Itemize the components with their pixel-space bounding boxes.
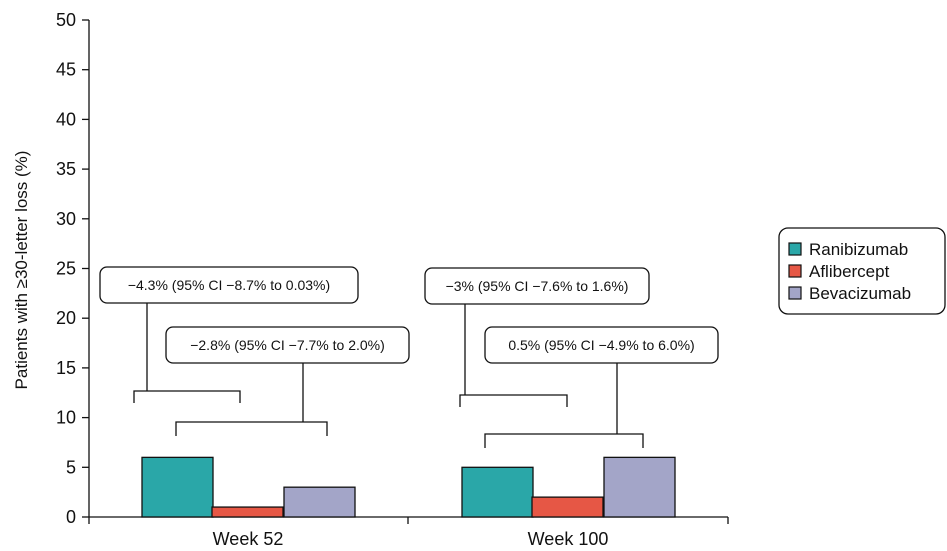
- y-tick-label: 0: [66, 507, 76, 527]
- y-tick-label: 40: [56, 109, 76, 129]
- bar-aflibercept-week-52: [211, 506, 284, 518]
- comparison-bracket: [133, 390, 241, 403]
- comparison-bracket: [459, 394, 568, 407]
- legend-swatch-bevacizumab: [788, 286, 802, 300]
- legend-label-aflibercept: Aflibercept: [809, 262, 890, 281]
- comparison-annotation: −2.8% (95% CI −7.7% to 2.0%): [165, 326, 410, 436]
- comparison-annotation: 0.5% (95% CI −4.9% to 6.0%): [484, 326, 719, 448]
- y-tick-label: 45: [56, 60, 76, 80]
- legend-swatch-ranibizumab: [788, 242, 802, 256]
- bar-bevacizumab-week-52: [283, 486, 356, 518]
- comparison-bracket: [175, 421, 328, 436]
- bar-bevacizumab-week-100: [603, 456, 676, 518]
- legend-label-ranibizumab: Ranibizumab: [809, 240, 908, 259]
- comparison-label-text: −3% (95% CI −7.6% to 1.6%): [446, 278, 629, 294]
- legend-box: [778, 227, 946, 315]
- y-tick-label: 25: [56, 259, 76, 279]
- bar-ranibizumab-week-100: [461, 466, 534, 518]
- bars: [141, 456, 676, 518]
- x-category-label: Week 52: [213, 529, 284, 549]
- y-tick-label: 15: [56, 358, 76, 378]
- comparison-label-text: −2.8% (95% CI −7.7% to 2.0%): [190, 337, 385, 353]
- bar-ranibizumab-week-52: [141, 456, 214, 518]
- y-tick-label: 5: [66, 457, 76, 477]
- x-category-label: Week 100: [528, 529, 609, 549]
- y-tick-label: 10: [56, 408, 76, 428]
- y-axis-title: Patients with ≥30-letter loss (%): [12, 151, 31, 390]
- legend: Ranibizumab Aflibercept Bevacizumab: [778, 227, 946, 315]
- comparison-bracket: [484, 433, 644, 448]
- x-axis: Week 52 Week 100: [88, 516, 729, 549]
- y-tick-label: 35: [56, 159, 76, 179]
- comparison-label-text: −4.3% (95% CI −8.7% to 0.03%): [128, 277, 330, 293]
- legend-swatch-aflibercept: [788, 264, 802, 278]
- legend-label-bevacizumab: Bevacizumab: [809, 284, 911, 303]
- y-tick-label: 50: [56, 10, 76, 30]
- comparison-label-text: 0.5% (95% CI −4.9% to 6.0%): [508, 337, 694, 353]
- comparison-label-box: [424, 267, 650, 305]
- annotations: −4.3% (95% CI −8.7% to 0.03%) −2.8% (95% …: [99, 266, 719, 448]
- y-tick-label: 20: [56, 308, 76, 328]
- comparison-annotation: −3% (95% CI −7.6% to 1.6%): [424, 267, 650, 407]
- y-tick-label: 30: [56, 209, 76, 229]
- comparison-annotation: −4.3% (95% CI −8.7% to 0.03%): [99, 266, 359, 403]
- comparison-label-box: [484, 326, 719, 364]
- y-axis: 0 5 10 15 20 25 30 35 40 45 50: [56, 10, 90, 527]
- comparison-label-box: [99, 266, 359, 304]
- comparison-label-box: [165, 326, 410, 364]
- bar-aflibercept-week-100: [531, 496, 604, 518]
